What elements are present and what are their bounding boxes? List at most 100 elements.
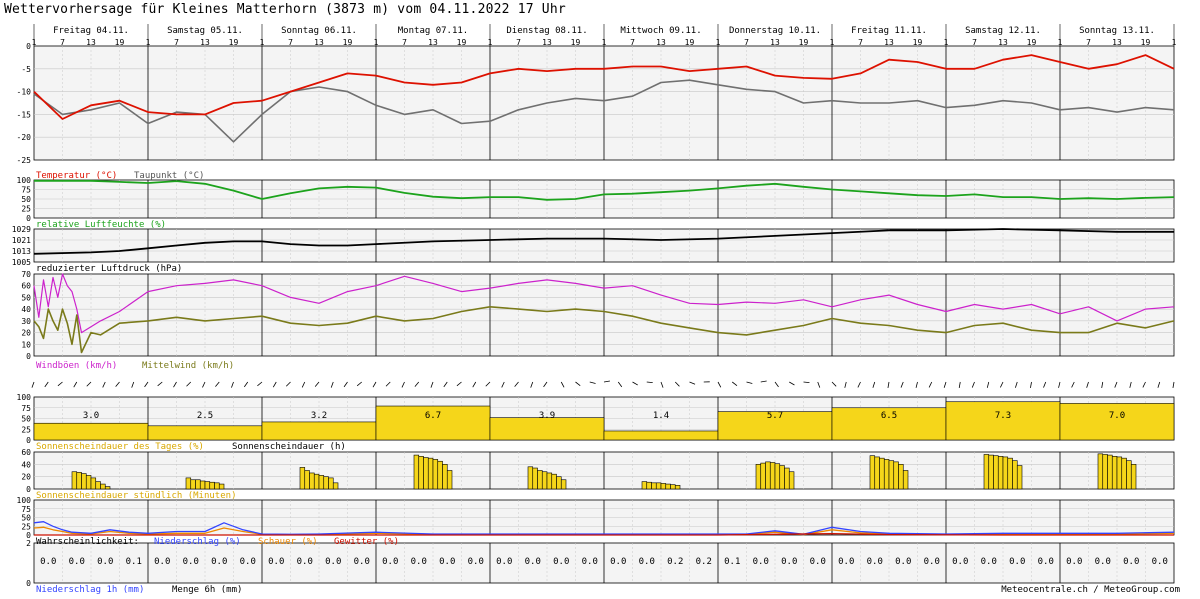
data-label-sunshine-hours: 7.3	[995, 411, 1011, 421]
day-label: Montag 07.11.	[398, 26, 468, 36]
wind-arrow-icon	[1157, 381, 1161, 388]
y-tick-label: 0	[26, 436, 31, 445]
series-meanwind-line	[33, 305, 1175, 354]
bar-sunshine-hourly	[670, 484, 676, 490]
bar-sunshine-hourly	[765, 461, 771, 490]
wind-arrow-icon	[44, 381, 49, 388]
wind-arrow-icon	[1030, 381, 1032, 388]
bar-sunshine-hourly	[1121, 457, 1127, 490]
wind-arrow-icon	[215, 381, 220, 387]
wind-arrow-icon	[617, 381, 623, 388]
data-label-precip-6h: 0.0	[297, 557, 313, 567]
page-title: Wettervorhersage für Kleines Matterhorn …	[4, 2, 566, 17]
data-label-precip-6h: 0.0	[268, 557, 284, 567]
wind-arrow-icon	[1129, 381, 1132, 388]
bar-sunshine-hourly	[190, 479, 196, 490]
data-label-precip-6h: 0.0	[582, 557, 598, 567]
data-label-precip-6h: 0.0	[924, 557, 940, 567]
wind-arrow-icon	[186, 381, 192, 387]
legend-shower-prob: Schauer (%)	[258, 537, 318, 547]
y-tick-label: 100	[17, 496, 32, 505]
legend-thunder-prob: Gewitter (%)	[334, 537, 399, 547]
bar-sunshine-hourly	[532, 467, 538, 490]
bar-sunshine-hourly	[442, 464, 448, 490]
data-label-precip-6h: 0.2	[696, 557, 712, 567]
wind-arrow-icon	[202, 381, 206, 388]
data-label-sunshine-hours: 6.7	[425, 411, 441, 421]
wind-arrow-icon	[817, 381, 821, 388]
data-label-precip-6h: 0.0	[895, 557, 911, 567]
wind-arrow-icon	[131, 381, 135, 388]
hour-tick-label: 13	[884, 38, 894, 47]
wind-arrow-icon	[1172, 381, 1175, 388]
y-tick-label: 1021	[12, 236, 31, 245]
wind-arrow-icon	[543, 381, 548, 388]
series-pressure-line	[33, 228, 1174, 255]
data-label-sunshine-hours: 7.0	[1109, 411, 1125, 421]
bar-sunshine-hourly	[328, 477, 334, 490]
bar-sunshine-hourly	[784, 467, 790, 490]
y-tick-label: 100	[17, 393, 32, 402]
legend-sunshine-hourly: Sonnenscheindauer stündlich (Minuten)	[36, 491, 236, 501]
bar-sunshine-hourly	[646, 481, 652, 490]
data-label-precip-6h: 0.0	[781, 557, 797, 567]
wind-arrow-icon	[257, 381, 263, 387]
legend-humidity: relative Luftfeuchte (%)	[36, 220, 166, 230]
y-tick-label: 75	[21, 186, 31, 195]
bar-sunshine-hourly	[541, 471, 548, 490]
bar-sunshine-hourly	[674, 484, 681, 490]
y-tick-label: 25	[21, 205, 31, 214]
legend-precip-6h: Menge 6h (mm)	[172, 585, 242, 595]
wind-arrow-icon	[900, 381, 904, 388]
bar-sunshine-hourly	[195, 479, 201, 490]
y-tick-label: -5	[21, 65, 31, 74]
wind-arrow-icon	[803, 381, 810, 384]
bar-sunshine-hourly	[209, 481, 215, 490]
y-tick-label: 0	[26, 579, 31, 588]
bar-sunshine-hourly	[204, 481, 211, 490]
hour-tick-label: 7	[972, 38, 977, 47]
hour-tick-label: 7	[1086, 38, 1091, 47]
wind-arrow-icon	[732, 381, 738, 387]
y-tick-label: 75	[21, 505, 31, 514]
y-tick-label: -25	[17, 156, 32, 165]
y-tick-label: 100	[17, 176, 32, 185]
data-label-sunshine-hours: 6.5	[881, 411, 897, 421]
wind-arrow-icon	[746, 381, 753, 384]
bar-sunshine-hourly	[1116, 456, 1123, 490]
wind-arrow-icon	[443, 381, 448, 388]
data-label-precip-6h: 0.0	[1038, 557, 1054, 567]
bar-sunshine-hourly	[556, 476, 562, 490]
bar-sunshine-daily	[831, 407, 947, 441]
legend-precip-prob: Niederschlag (%)	[154, 537, 241, 547]
wind-arrow-icon	[301, 381, 306, 388]
bar-sunshine-hourly	[313, 473, 320, 490]
day-label: Samstag 12.11.	[965, 26, 1041, 36]
y-tick-label: 60	[21, 282, 31, 291]
wind-arrow-icon	[285, 381, 291, 387]
bar-sunshine-daily	[147, 425, 263, 441]
bar-sunshine-hourly	[76, 472, 82, 490]
bar-sunshine-hourly	[323, 476, 329, 490]
hour-tick-label: 13	[1112, 38, 1122, 47]
wind-arrow-icon	[646, 381, 653, 384]
wind-arrow-icon	[272, 381, 277, 388]
legend-dewpoint: Taupunkt (°C)	[134, 171, 204, 181]
bar-sunshine-hourly	[418, 456, 424, 490]
wind-arrow-icon	[575, 381, 581, 387]
bar-sunshine-hourly	[413, 454, 420, 490]
bar-sunshine-hourly	[869, 455, 876, 490]
y-tick-label: -15	[17, 110, 32, 119]
wind-arrow-icon	[986, 381, 990, 388]
wind-arrow-icon	[857, 381, 861, 388]
wind-arrow-icon	[472, 381, 477, 388]
day-label: Dienstag 08.11.	[506, 26, 587, 36]
hour-tick-label: 19	[115, 38, 125, 47]
data-label-precip-6h: 0.0	[553, 557, 569, 567]
bar-sunshine-daily	[717, 411, 833, 441]
bar-sunshine-hourly	[665, 483, 671, 490]
wind-arrow-icon	[1000, 381, 1004, 388]
bar-sunshine-hourly	[309, 472, 315, 490]
wind-arrow-icon	[1071, 381, 1075, 388]
data-label-precip-6h: 0.0	[183, 557, 199, 567]
